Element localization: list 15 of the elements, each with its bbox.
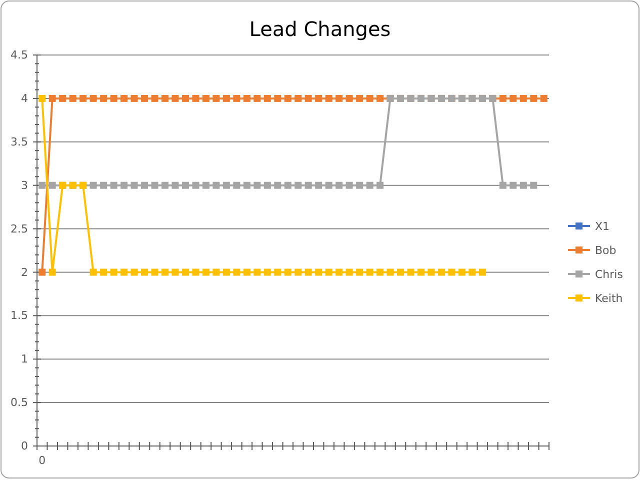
legend-label: Bob	[595, 244, 616, 257]
y-tick-label: 0.5	[10, 396, 28, 410]
y-tick-label: 3.5	[10, 135, 28, 148]
y-tick-label: 2.5	[10, 222, 28, 236]
legend-label: Keith	[595, 292, 623, 305]
y-tick-label: 4	[21, 92, 28, 105]
chart-title: Lead Changes	[249, 17, 391, 41]
y-tick-label: 3	[21, 178, 28, 192]
y-tick-label: 1.5	[10, 309, 28, 322]
y-tick-label: 1	[21, 352, 28, 366]
y-tick-label: 0	[21, 440, 28, 453]
y-tick-label: 4.5	[10, 48, 28, 62]
y-tick-label: 2	[21, 266, 28, 279]
legend-label: X1	[595, 220, 610, 233]
legend-label: Chris	[595, 268, 624, 281]
